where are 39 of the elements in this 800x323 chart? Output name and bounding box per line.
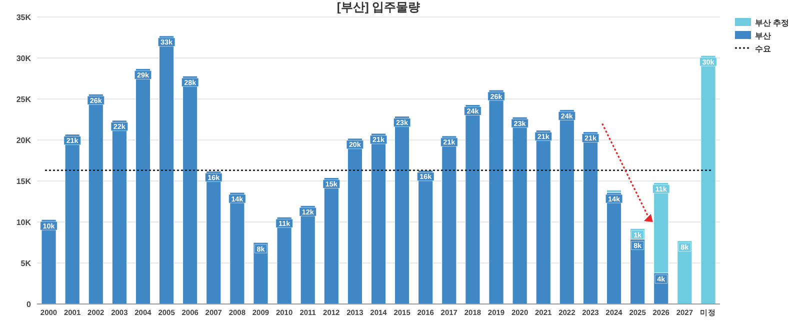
bar <box>559 109 574 304</box>
y-tick-label: 15K <box>16 177 32 186</box>
y-tick-label: 5K <box>20 259 32 268</box>
legend-label: 수요 <box>755 44 771 54</box>
bar <box>465 104 480 304</box>
y-tick-label: 25K <box>16 95 32 104</box>
bar <box>394 116 410 304</box>
y-tick-label: 0 <box>26 300 32 309</box>
bar <box>347 138 362 304</box>
bar <box>700 55 716 304</box>
bar <box>276 216 292 304</box>
chart-title: [부산] 입주물량 <box>336 0 420 14</box>
legend-label: 부산 <box>755 32 771 40</box>
y-tick-label: 20K <box>16 136 32 145</box>
y-tick-label: 30K <box>16 54 32 63</box>
bar <box>253 242 268 304</box>
bar <box>300 205 316 304</box>
bar <box>135 68 151 304</box>
bar <box>370 133 386 304</box>
bar <box>206 170 222 304</box>
bar <box>41 219 56 304</box>
bar <box>582 132 598 304</box>
y-tick-label: 10K <box>16 218 32 227</box>
bar <box>158 36 174 304</box>
bar <box>488 90 504 304</box>
bar <box>324 177 339 304</box>
bar <box>512 116 528 304</box>
bar <box>64 134 80 304</box>
legend-label: 부산 추정 <box>755 18 790 28</box>
bar <box>88 94 104 304</box>
bar <box>677 240 692 304</box>
bar <box>606 192 622 304</box>
bar <box>182 76 198 304</box>
y-tick-label: 35K <box>16 13 32 22</box>
bar <box>112 120 127 304</box>
bar <box>536 130 551 304</box>
bar <box>230 192 245 304</box>
bar <box>442 136 457 304</box>
bar <box>418 170 434 304</box>
